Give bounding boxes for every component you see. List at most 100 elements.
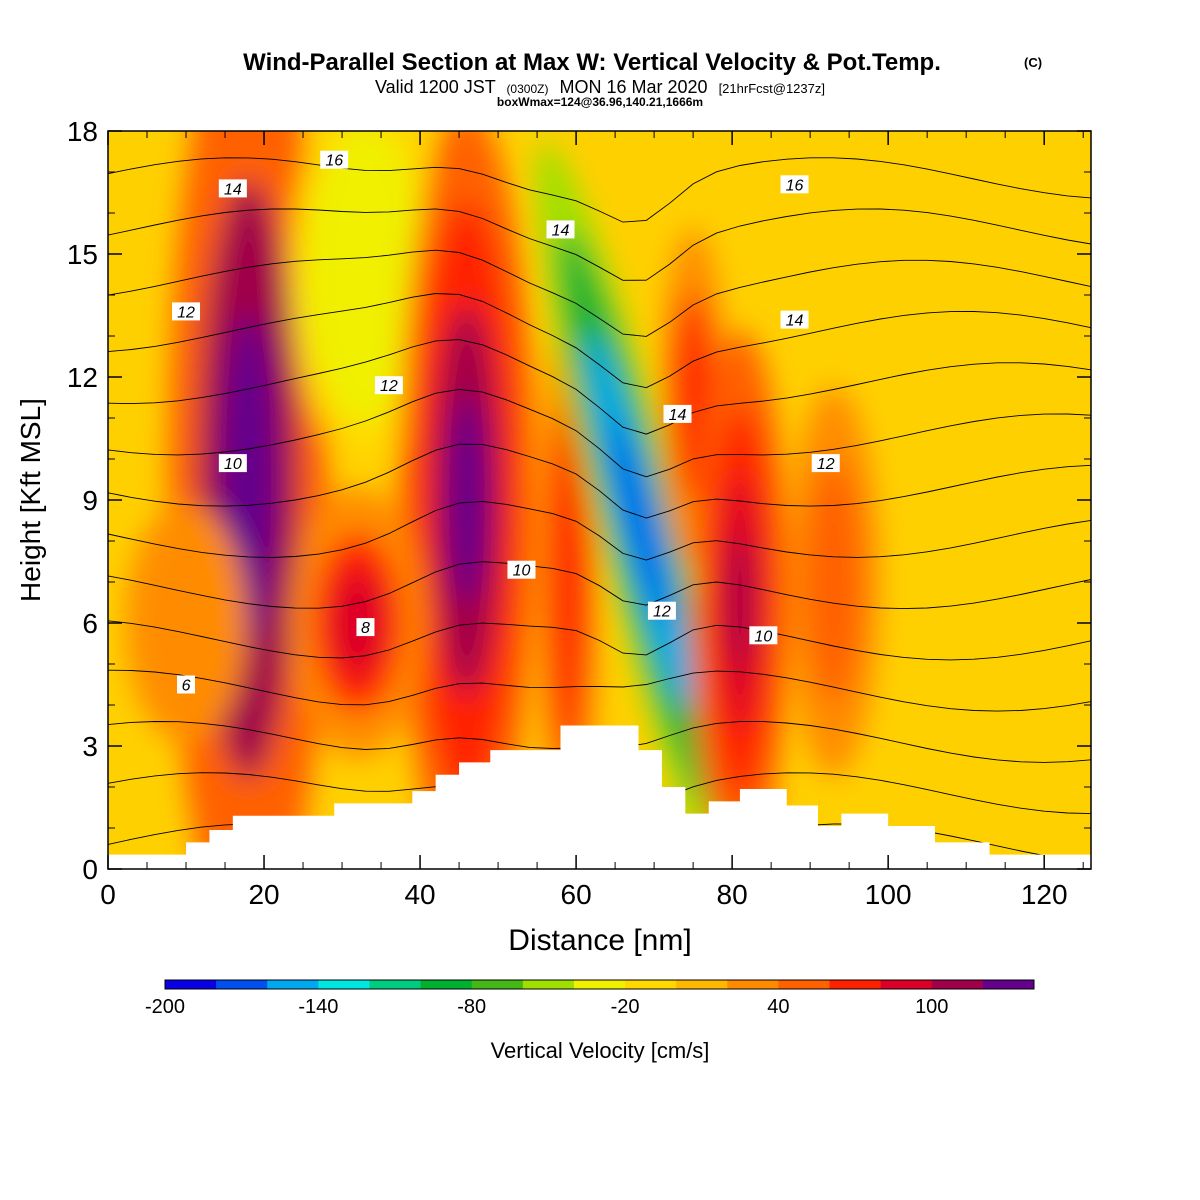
colorbar-swatch	[880, 980, 933, 989]
contour-label-box	[177, 675, 196, 694]
box-info: boxWmax=124@36.96,140.21,1666m	[497, 95, 703, 109]
y-tick-label: 9	[82, 485, 98, 516]
velocity-cell	[727, 534, 752, 671]
velocity-cell	[557, 482, 580, 682]
contour-label: 10	[224, 456, 242, 473]
colorbar-swatch	[267, 980, 319, 989]
contour-label: 14	[669, 407, 687, 424]
contour-label: 6	[182, 678, 191, 695]
x-tick-label: 40	[404, 879, 435, 910]
y-tick-label: 12	[67, 362, 98, 393]
contour-label-box	[374, 376, 403, 395]
plot-area: 16 14 14 16 12 14 12 14 12 10 10 12 8 10 6	[108, 131, 1091, 869]
x-tick-label: 80	[717, 879, 748, 910]
colorbar-label: Vertical Velocity [cm/s]	[491, 1038, 710, 1063]
contour-label-box	[749, 626, 778, 645]
contour-label: 16	[325, 153, 343, 170]
contour-label-box	[218, 179, 247, 198]
colorbar-swatch	[369, 980, 422, 989]
contour-label-box	[172, 302, 201, 321]
contour-labels: 16 14 14 16 12 14 12 14 12 10 10 12 8 10 6	[172, 150, 840, 695]
contour-label-box	[356, 618, 375, 637]
contour-label-box	[663, 404, 692, 423]
colorbar-tick-label: -140	[298, 996, 338, 1018]
colorbar-swatch	[829, 980, 882, 989]
y-tick-label: 3	[82, 731, 98, 762]
contour-label-box	[320, 150, 349, 169]
valid-utc: (0300Z)	[506, 82, 548, 96]
y-tick-label: 15	[67, 239, 98, 270]
colorbar-swatch	[471, 980, 524, 989]
contour-label: 16	[786, 177, 804, 194]
colorbar-swatch	[165, 980, 217, 989]
theta-contour	[108, 249, 1091, 337]
theta-contour	[108, 669, 1091, 712]
y-tick-label: 18	[67, 116, 98, 147]
contour-label: 14	[786, 313, 804, 330]
velocity-cell	[448, 396, 485, 604]
colorbar-tick-label: 100	[915, 996, 948, 1018]
valid-prefix: Valid 1200 JST	[375, 77, 496, 97]
x-tick-label: 100	[865, 879, 912, 910]
velocity-field	[126, 131, 880, 869]
chart-title: Wind-Parallel Section at Max W: Vertical…	[243, 49, 941, 76]
colorbar-swatch	[982, 980, 1035, 989]
colorbar-swatch	[318, 980, 370, 989]
y-tick-label: 0	[82, 854, 98, 885]
theta-contour	[108, 500, 1091, 561]
theta-contour	[108, 339, 1091, 435]
contour-label-box	[507, 560, 536, 579]
colorbar-frame	[164, 979, 1035, 990]
contour-label-box	[647, 601, 676, 620]
theta-contour	[108, 157, 1091, 223]
velocity-cell	[305, 131, 426, 425]
valid-date: MON 16 Mar 2020	[559, 77, 707, 97]
theta-contour	[108, 561, 1091, 610]
forecast-info: [21hrFcst@1237z]	[719, 81, 825, 96]
colorbar: -200 -140 -80 -20 40 100	[145, 979, 1035, 1018]
contour-label-box	[780, 175, 809, 194]
colorbar-swatch	[727, 980, 779, 989]
y-axis-label: Height [Kft MSL]	[15, 398, 46, 602]
contour-label: 12	[817, 456, 835, 473]
colorbar-tick-label: 40	[767, 996, 789, 1018]
contour-label: 12	[177, 304, 195, 321]
contour-label: 10	[754, 628, 772, 645]
colorbar-swatch	[216, 980, 268, 989]
x-tick-label: 20	[248, 879, 279, 910]
colorbar-swatch	[522, 980, 575, 989]
contour-label: 14	[224, 181, 242, 198]
velocity-cell	[805, 462, 862, 702]
colorbar-tick-label: -20	[611, 996, 640, 1018]
colorbar-tick-label: -200	[145, 996, 185, 1018]
y-tick-label: 6	[82, 608, 98, 639]
colorbar-swatch	[931, 980, 984, 989]
axes: 0 20 40 60 80 100 120 0 3 6 9 12 15 18	[67, 116, 1091, 910]
colorbar-swatch	[420, 980, 473, 989]
velocity-cell	[126, 503, 247, 743]
colorbar-tick-label: -80	[457, 996, 486, 1018]
theta-contour	[108, 388, 1091, 478]
contour-label-box	[811, 454, 840, 473]
colorbar-swatch	[778, 980, 831, 989]
contour-label-box	[780, 310, 809, 329]
colorbar-swatch	[625, 980, 677, 989]
velocity-cell	[611, 419, 666, 622]
contour-label: 12	[380, 378, 398, 395]
theta-contour	[108, 293, 1091, 389]
valid-time-line: Valid 1200 JST (0300Z) MON 16 Mar 2020 […	[375, 77, 825, 97]
contour-label-box	[546, 220, 575, 239]
x-tick-label: 0	[100, 879, 116, 910]
colorbar-swatch	[676, 980, 728, 989]
contour-label: 12	[653, 604, 671, 621]
terrain	[108, 725, 1091, 869]
contour-label: 14	[552, 222, 570, 239]
theta-contour	[108, 443, 1091, 519]
contour-label: 10	[513, 563, 531, 580]
x-axis-label: Distance [nm]	[508, 924, 691, 957]
contour-label-box	[218, 454, 247, 473]
x-tick-label: 120	[1021, 879, 1068, 910]
x-tick-label: 60	[561, 879, 592, 910]
theta-contour	[108, 208, 1091, 281]
